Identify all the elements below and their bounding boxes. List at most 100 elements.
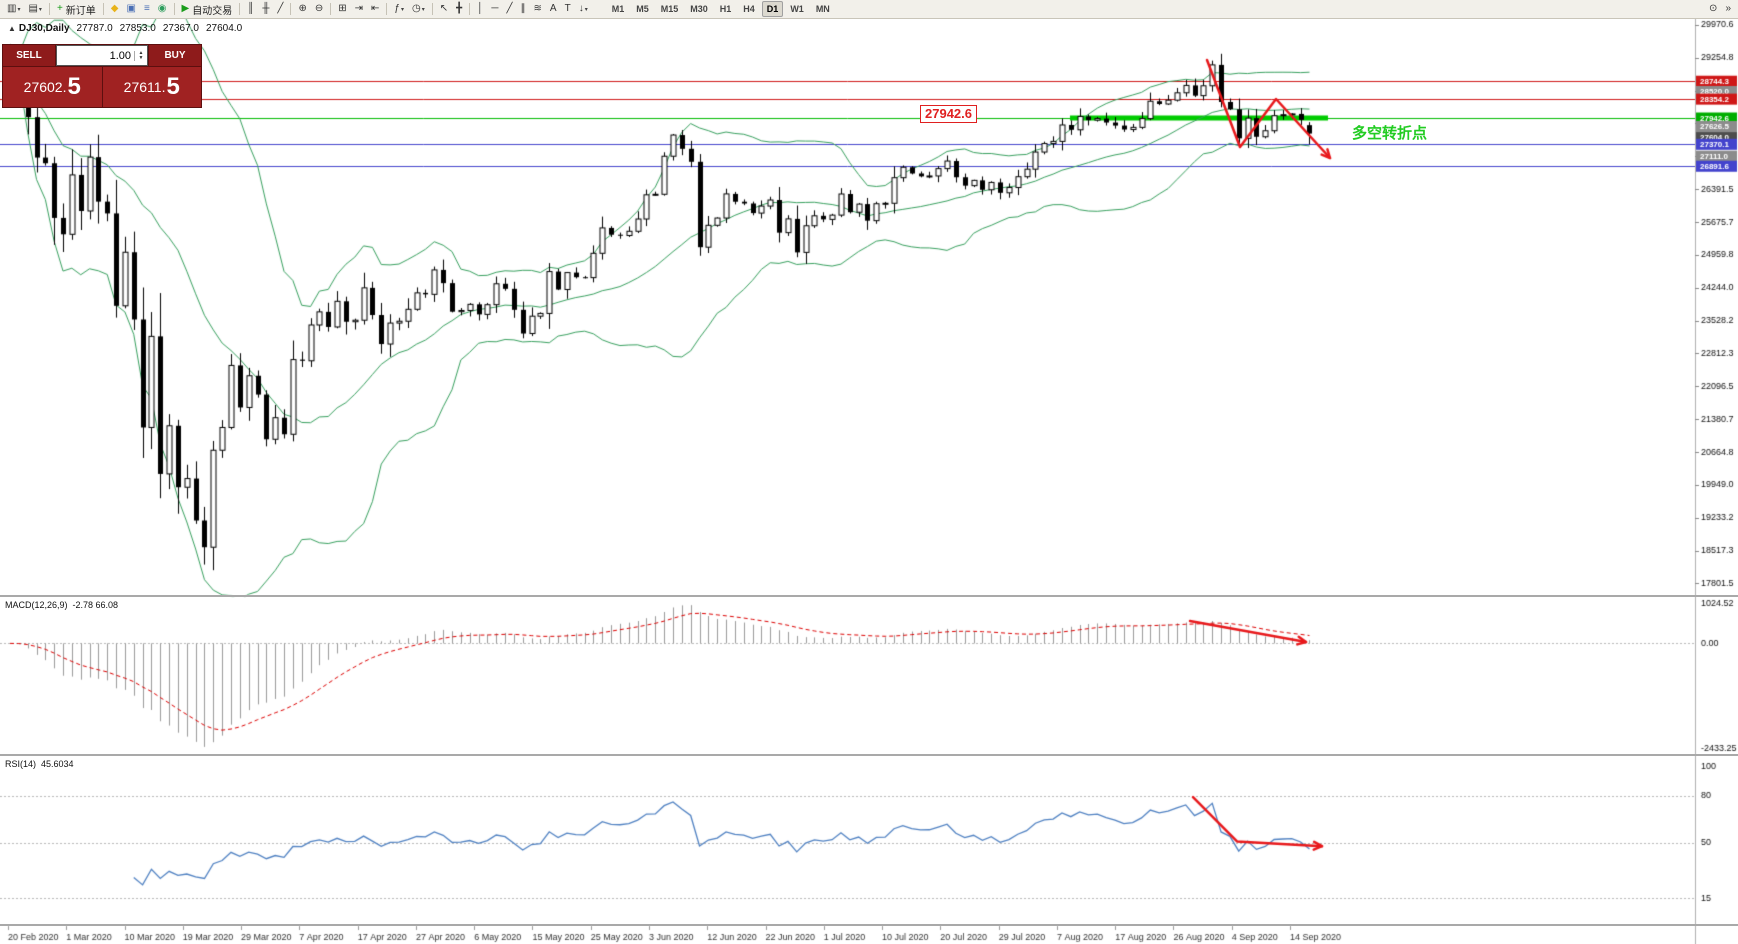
zoom-out-button[interactable]: ⊖ bbox=[312, 1, 326, 17]
indicators-button[interactable]: ƒ ▾ bbox=[391, 1, 407, 17]
volume-input[interactable]: 1.00 bbox=[109, 49, 131, 62]
chart-shift-button[interactable]: ⇤ bbox=[368, 1, 382, 17]
navigator-icon: ≡ bbox=[143, 3, 150, 14]
strategy-tester-icon[interactable]: ◉ bbox=[155, 1, 170, 17]
rsi-title-text: RSI(14) bbox=[5, 759, 37, 769]
new-chart-icon: ▥ bbox=[7, 3, 17, 14]
rsi-dateaxis-separator[interactable] bbox=[0, 924, 1738, 926]
search-icon: ⊙ bbox=[1709, 3, 1718, 14]
toolbar-separator bbox=[469, 3, 471, 15]
close-value: 27604.0 bbox=[205, 23, 243, 34]
label-tool: T bbox=[564, 3, 571, 14]
periods-button[interactable]: ◷ ▾ bbox=[409, 1, 428, 17]
terminal-icon[interactable]: ▣ bbox=[123, 1, 138, 17]
spin-down-icon[interactable]: ▼ bbox=[138, 54, 144, 61]
text-tool: A bbox=[549, 3, 557, 14]
timeframe-m1[interactable]: M1 bbox=[611, 4, 625, 14]
chart-macd-separator[interactable] bbox=[0, 595, 1738, 597]
zoom-out-button: ⊖ bbox=[314, 3, 324, 14]
new-order-button[interactable]: + 新订单 bbox=[54, 1, 99, 17]
horizontal-line-tool[interactable]: ─ bbox=[488, 1, 501, 17]
timeframe-m30[interactable]: M30 bbox=[690, 4, 708, 14]
line-chart-type-button[interactable]: ╱ bbox=[274, 1, 286, 17]
spin-up-icon[interactable]: ▲ bbox=[138, 49, 144, 56]
toolbar-separator bbox=[431, 3, 433, 15]
cursor-tool-button[interactable]: ↖ bbox=[437, 1, 451, 17]
timeframe-toolbar: M1 M5 M15 M30 H1 H4 D1 W1 MN bbox=[606, 1, 836, 17]
autotrading-button[interactable]: ▶ 自动交易 bbox=[179, 1, 236, 17]
timeframe-w1[interactable]: W1 bbox=[790, 4, 804, 14]
volume-spin-buttons[interactable]: ▲ ▼ bbox=[134, 49, 147, 61]
timeframe-m5[interactable]: M5 bbox=[636, 4, 649, 14]
tile-windows-icon[interactable]: ⊞ bbox=[335, 1, 349, 17]
crosshair-tool-button[interactable]: ╋ bbox=[453, 1, 465, 17]
trendline-tool: ╱ bbox=[506, 3, 513, 14]
zoom-in-button[interactable]: ⊕ bbox=[295, 1, 309, 17]
autotrading-button: ▶ bbox=[181, 3, 190, 14]
timeframe-m15[interactable]: M15 bbox=[660, 4, 679, 14]
buy-button[interactable]: BUY bbox=[148, 45, 201, 66]
sell-price-big-digit: 5 bbox=[67, 73, 81, 100]
sell-button[interactable]: SELL bbox=[3, 45, 56, 66]
bar-chart-type-button[interactable]: ║ bbox=[244, 1, 257, 17]
chart-profiles-icon: ▤ bbox=[28, 3, 38, 14]
timeframe-mn[interactable]: MN bbox=[815, 4, 830, 14]
sell-price-button[interactable]: 27602. 5 bbox=[3, 67, 102, 107]
volume-stepper[interactable]: 1.00 ▲ ▼ bbox=[56, 45, 148, 66]
line-chart-type-button: ╱ bbox=[277, 3, 284, 14]
rsi-value-text: 45.6034 bbox=[41, 759, 74, 769]
crosshair-tool-button: ╋ bbox=[456, 3, 463, 14]
main-toolbar: ▥ ▾ ▤ ▾ + 新订单 ◆ ▣ ≡ ◉ ▶ 自动交易 ║ ╫ ╱ ⊕ ⊖ ⊞ ⇥ ⇤ ƒ ▾ ◷ ▾ ↖ ╋ │ ─ ╱ ∥ ≋ A T ↓ ▾… bbox=[0, 0, 1738, 19]
zoom-in-button: ⊕ bbox=[298, 3, 307, 14]
new-chart-icon[interactable]: ▥ ▾ bbox=[4, 1, 23, 17]
toolbar-separator bbox=[386, 3, 388, 15]
tile-windows-icon: ⊞ bbox=[338, 3, 347, 14]
arrows-tool[interactable]: ↓ ▾ bbox=[576, 1, 591, 17]
navigator-icon[interactable]: ≡ bbox=[141, 1, 153, 17]
strategy-tester-icon: ◉ bbox=[157, 3, 167, 14]
macd-indicator-label: MACD(12,26,9) -2.78 66.08 bbox=[5, 600, 118, 610]
symbol-timeframe-label: DJ30,Daily bbox=[18, 23, 70, 34]
autotrading-button-label: 自动交易 bbox=[192, 5, 233, 17]
label-tool[interactable]: T bbox=[562, 1, 574, 17]
candlestick-chart-type-button[interactable]: ╫ bbox=[259, 1, 272, 17]
low-value: 27367.0 bbox=[162, 23, 199, 34]
macd-rsi-separator[interactable] bbox=[0, 754, 1738, 756]
chart-ohlc-header: ▲ DJ30,Daily 27787.0 27853.0 27367.0 27604.0 bbox=[8, 23, 242, 34]
more-toolbars-icon[interactable]: » bbox=[1722, 1, 1734, 17]
more-toolbars-icon: » bbox=[1725, 3, 1731, 14]
one-click-trading-panel: SELL 1.00 ▲ ▼ BUY 27602. 5 27611. 5 bbox=[2, 44, 202, 108]
chart-shift-button: ⇤ bbox=[371, 3, 380, 14]
caret-down-icon: ▾ bbox=[421, 6, 425, 13]
indicators-button: ƒ bbox=[394, 3, 400, 14]
buy-price-button[interactable]: 27611. 5 bbox=[101, 67, 201, 107]
timeframe-d1[interactable]: D1 bbox=[761, 1, 784, 17]
search-icon[interactable]: ⊙ bbox=[1706, 1, 1720, 17]
timeframe-h4[interactable]: H4 bbox=[743, 4, 755, 14]
timeframe-h1[interactable]: H1 bbox=[719, 4, 732, 14]
candlestick-chart-type-button: ╫ bbox=[262, 3, 270, 14]
vertical-line-tool: │ bbox=[477, 3, 484, 14]
caret-down-icon: ▾ bbox=[17, 6, 21, 13]
metaeditor-icon[interactable]: ◆ bbox=[108, 1, 122, 17]
auto-scroll-button[interactable]: ⇥ bbox=[352, 1, 366, 17]
buy-price-main: 27611. bbox=[123, 79, 166, 95]
text-tool[interactable]: A bbox=[547, 1, 560, 17]
terminal-icon: ▣ bbox=[126, 3, 136, 14]
toolbar-separator bbox=[290, 3, 292, 15]
collapse-marker-icon[interactable]: ▲ bbox=[8, 24, 16, 33]
vertical-line-tool[interactable]: │ bbox=[474, 1, 486, 17]
toolbar-separator bbox=[330, 3, 332, 15]
caret-down-icon: ▾ bbox=[400, 6, 404, 13]
channel-tool[interactable]: ∥ bbox=[518, 1, 529, 17]
rsi-indicator-label: RSI(14) 45.6034 bbox=[5, 759, 74, 769]
chart-profiles-icon[interactable]: ▤ ▾ bbox=[25, 1, 44, 17]
trendline-tool[interactable]: ╱ bbox=[503, 1, 515, 17]
turning-point-annotation[interactable]: 多空转折点 bbox=[1352, 125, 1428, 142]
fibonacci-tool[interactable]: ≋ bbox=[531, 1, 545, 17]
macd-title-text: MACD(12,26,9) bbox=[5, 600, 68, 610]
price-callout-label[interactable]: 27942.6 bbox=[920, 105, 977, 123]
macd-values-text: -2.78 66.08 bbox=[72, 600, 119, 610]
